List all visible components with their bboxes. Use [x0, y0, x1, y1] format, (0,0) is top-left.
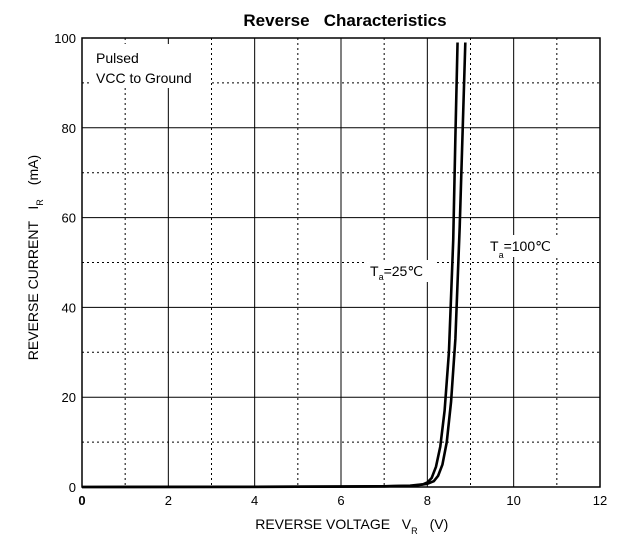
grid — [82, 38, 600, 487]
y-axis-ticks: 0 20 40 60 80 100 — [54, 31, 76, 495]
x-axis-label-unit: (V) — [430, 516, 449, 532]
x-axis-label-main: REVERSE VOLTAGE V — [255, 516, 412, 532]
series-line-100c — [81, 42, 467, 489]
series-label-25: Ta=25℃ — [370, 263, 423, 282]
series-label-100-background — [486, 235, 562, 257]
note-background — [90, 44, 210, 88]
y-axis-label-unit: (mA) — [25, 155, 41, 185]
y-axis-label: REVERSE CURRENT IR (mA) — [25, 142, 45, 383]
y-tick-label: 80 — [62, 121, 76, 136]
x-tick-label: 0 — [78, 493, 85, 508]
x-axis-label-sub: R — [411, 526, 418, 536]
series-curves — [81, 42, 467, 489]
series-label-25-rest: =25℃ — [384, 263, 423, 279]
x-tick-label: 8 — [424, 493, 431, 508]
x-tick-label: 12 — [593, 493, 607, 508]
series-label-100: Ta=100℃ — [490, 238, 551, 260]
x-tick-label: 6 — [337, 493, 344, 508]
y-tick-label: 40 — [62, 300, 76, 315]
y-tick-label: 100 — [54, 31, 76, 46]
x-tick-label: 10 — [506, 493, 520, 508]
chart-title: Reverse Characteristics — [243, 11, 446, 30]
series-label-100-main: T — [490, 238, 499, 254]
x-tick-label: 4 — [251, 493, 258, 508]
y-tick-label: 0 — [69, 480, 76, 495]
x-axis-ticks: 0 2 4 6 8 10 12 — [78, 493, 607, 508]
x-axis-label: REVERSE VOLTAGE VR (V) — [233, 516, 462, 536]
series-label-100-rest: =100℃ — [504, 238, 551, 254]
series-label-25-main: T — [370, 263, 379, 279]
note-line-1: Pulsed — [96, 50, 139, 66]
y-tick-label: 60 — [62, 211, 76, 226]
note-line-2: VCC to Ground — [96, 70, 192, 86]
y-tick-label: 20 — [62, 390, 76, 405]
x-tick-label: 2 — [165, 493, 172, 508]
series-label-100-sub: a — [499, 250, 504, 260]
y-axis-label-sub: R — [35, 199, 45, 206]
series-label-25-sub: a — [379, 272, 384, 282]
y-axis-label-main: REVERSE CURRENT I — [25, 206, 41, 361]
series-label-25-background — [367, 260, 437, 282]
